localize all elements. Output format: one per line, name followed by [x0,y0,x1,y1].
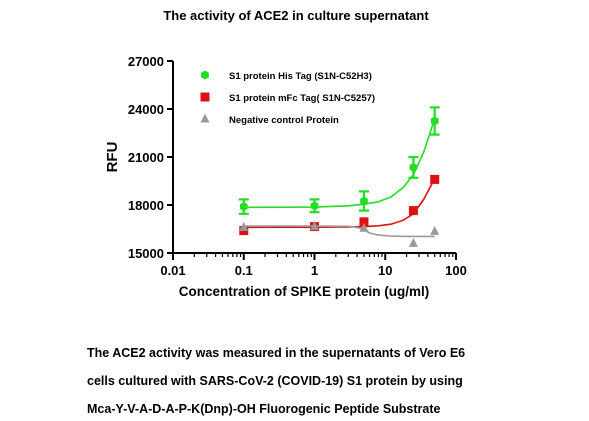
series-3-point [408,237,418,247]
series-1-point [239,202,248,212]
caption-line-3: Mca-Y-V-A-D-A-P-K(Dnp)-OH Fluorogenic Pe… [87,402,441,416]
legend-marker-1 [201,70,209,80]
x-tick-label: 10 [378,263,392,278]
x-axis-label: Concentration of SPIKE protein (ug/ml) [179,284,430,299]
series-1-point [310,201,319,211]
x-tick-label: 0.1 [235,263,253,278]
x-tick-label: 100 [445,263,467,278]
series-2-point [359,217,369,227]
y-tick-label: 18000 [128,198,164,213]
caption-line-1: The ACE2 activity was measured in the su… [87,346,466,360]
y-tick-label: 21000 [128,150,164,165]
y-axis-label: RFU [104,142,121,173]
series-1-point [409,162,418,172]
x-tick-label: 1 [311,263,318,278]
series-2-fit-line [243,178,436,229]
legend-label-2: S1 protein mFc Tag( S1N-C5257) [229,93,375,104]
y-tick-label: 15000 [128,246,164,261]
y-tick-label: 27000 [128,54,164,69]
series-3-point [430,225,440,235]
series-2-point [408,206,418,216]
series-3-point [310,221,319,231]
y-tick-label: 24000 [128,102,164,117]
series-1-point [430,116,439,126]
x-tick-label: 0.01 [160,263,185,278]
legend-marker-3 [200,113,210,123]
legend-label-3: Negative control Protein [229,115,339,126]
series-1-fit-line [243,118,436,209]
series-3-point [239,221,249,231]
legend-marker-2 [200,92,210,102]
chart-title: The activity of ACE2 in culture supernat… [163,8,429,23]
legend-label-1: S1 protein His Tag (S1N-C52H3) [229,71,372,82]
series-2-point [430,174,440,184]
series-3-point [359,222,369,232]
series-1-point [360,196,368,206]
caption-line-2: cells cultured with SARS-CoV-2 (COVID-19… [87,374,463,388]
